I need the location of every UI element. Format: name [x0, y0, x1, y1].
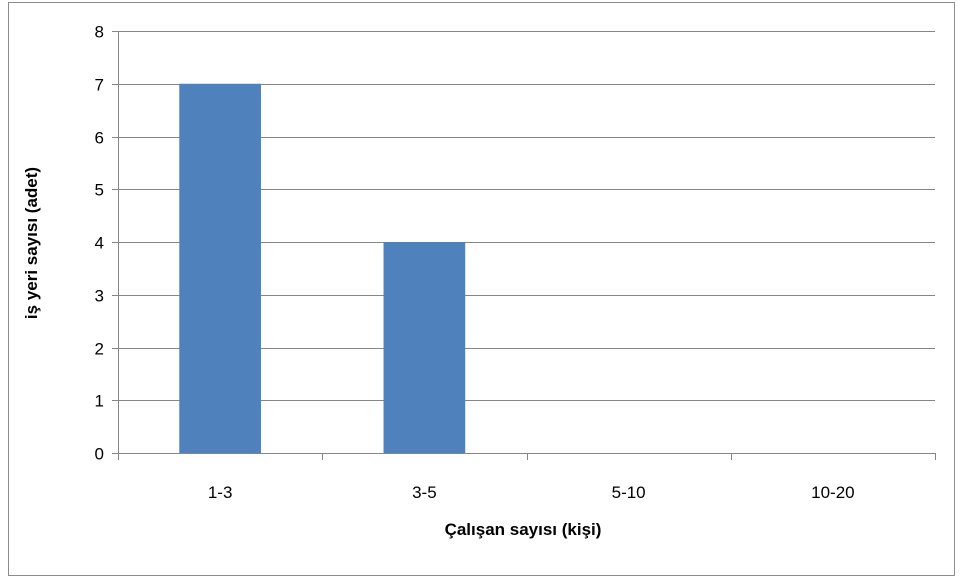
y-tick-label: 6 [95, 129, 104, 148]
y-tick-label: 2 [95, 340, 104, 359]
y-tick-label: 3 [95, 287, 104, 306]
y-axis-title: iş yeri sayısı (adet) [22, 167, 41, 319]
bar-3-5 [383, 242, 466, 453]
y-tick-label: 0 [95, 445, 104, 464]
y-tick-label: 5 [95, 181, 104, 200]
y-tick-labels: 0 1 2 3 4 5 6 7 8 [95, 23, 104, 464]
x-tick-label: 3-5 [412, 483, 437, 502]
x-tick-label: 5-10 [612, 483, 646, 502]
x-axis-title: Çalışan sayısı (kişi) [445, 520, 602, 539]
y-tick-label: 8 [95, 23, 104, 42]
y-tick-label: 1 [95, 392, 104, 411]
axes [112, 31, 936, 460]
bars [179, 83, 466, 453]
x-tick-label: 1-3 [208, 483, 233, 502]
chart-border [8, 2, 955, 576]
y-tick-label: 7 [95, 76, 104, 95]
x-tick-label: 10-20 [811, 483, 854, 502]
y-tick-label: 4 [95, 234, 104, 253]
bar-1-3 [179, 83, 261, 453]
x-tick-labels: 1-3 3-5 5-10 10-20 [208, 483, 855, 502]
